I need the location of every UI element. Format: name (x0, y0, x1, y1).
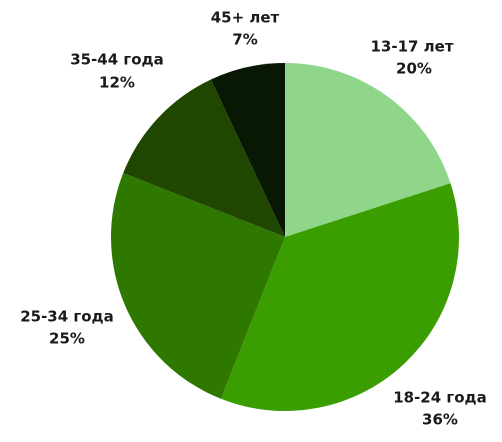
slice-value-label: 36% (422, 411, 458, 429)
slice-value-label: 12% (99, 74, 135, 92)
pie-slice (220, 183, 460, 411)
slice-value-label: 7% (232, 31, 257, 49)
pie-slice (285, 63, 451, 237)
slice-label: 45+ лет (211, 9, 280, 27)
slice-label: 25-34 года (20, 308, 114, 326)
slice-value-label: 25% (49, 330, 85, 348)
slice-label: 35-44 года (70, 51, 164, 69)
slice-label: 18-24 года (393, 389, 487, 407)
pie-slice (111, 172, 285, 399)
slice-value-label: 20% (396, 60, 432, 78)
pie-slice (210, 63, 285, 237)
pie-slice (123, 79, 285, 237)
slice-label: 13-17 лет (370, 38, 453, 56)
